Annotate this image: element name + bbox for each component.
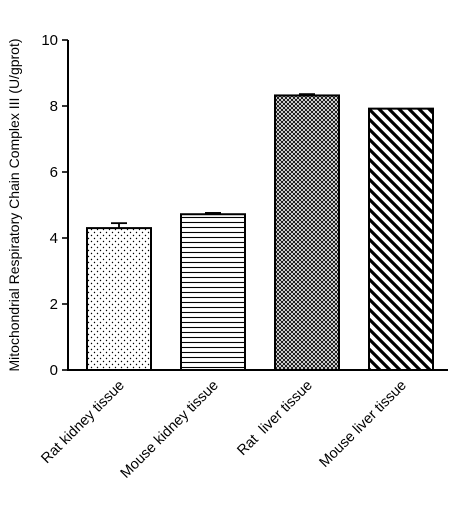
y-tick-label: 0 [50, 362, 58, 379]
y-tick-label: 4 [50, 230, 58, 247]
x-tick-label: Mouse kidney tissue [118, 378, 222, 482]
error-bars [111, 93, 315, 229]
y-axis-ticks: 0 2 4 6 8 10 [41, 32, 68, 379]
bar [274, 94, 340, 371]
x-tick-label: Rat kidney tissue [38, 378, 127, 467]
x-tick-label: Rat liver tissue [234, 378, 315, 459]
bar [180, 213, 246, 371]
y-tick-label: 10 [41, 32, 58, 49]
y-tick-label: 6 [50, 164, 58, 181]
bar [86, 227, 152, 371]
y-tick-label: 2 [50, 296, 58, 313]
y-axis-title: Mitochondrial Respiratory Chain Complex … [6, 38, 22, 371]
x-tick-label: Mouse liver tissue [316, 378, 409, 471]
bars [86, 94, 434, 371]
y-tick-label: 8 [50, 98, 58, 115]
bar [368, 107, 434, 371]
